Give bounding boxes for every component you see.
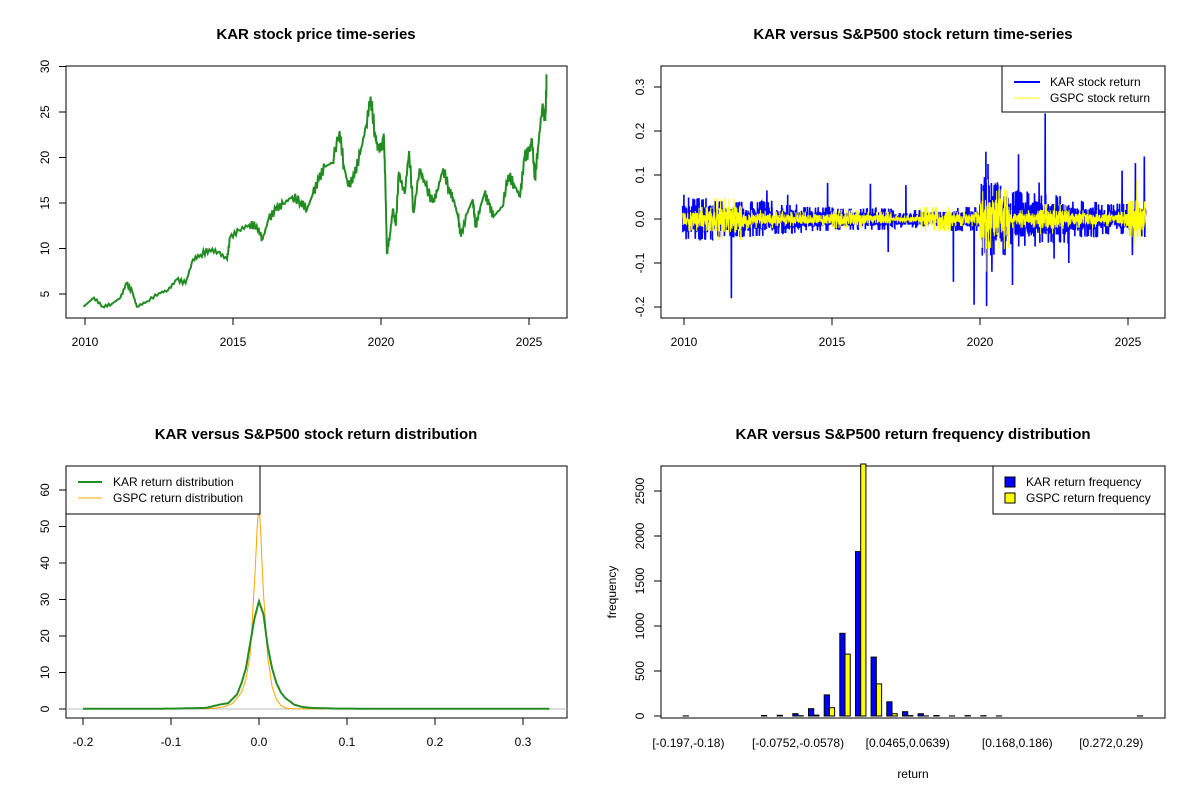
histogram-x-tick-label: [0.0465,0.0639) (866, 736, 950, 750)
returns-x-tick-label: 2015 (819, 335, 846, 349)
kar-frequency-bar (761, 715, 768, 717)
kar-frequency-bar (933, 715, 940, 717)
histogram-chart: 0 500 1000 1500 2000 2500 [-0.197,-0.18) [-0.07… (633, 463, 1166, 750)
price-series-line (82, 73, 548, 309)
price-y-tick-label: 10 (38, 242, 52, 256)
kar-frequency-bar (839, 632, 846, 717)
gspc-frequency-bar (813, 714, 820, 717)
price-y-tick-label: 15 (38, 196, 52, 210)
gspc-frequency-bar (891, 713, 898, 717)
price-y-tick-label: 25 (38, 105, 52, 119)
price-x-tick-label: 2025 (516, 335, 543, 349)
density-y-tick-label: 60 (38, 483, 52, 497)
returns-legend-box (1001, 65, 1166, 113)
histogram-x-tick-label: [0.168,0.186) (982, 736, 1053, 750)
histogram-xlabel: return (897, 767, 928, 781)
density-chart: -0.2 -0.1 0.0 0.1 0.2 0.3 0 10 20 30 40 50 60 KAR ret… (38, 465, 568, 749)
density-legend: KAR return distribution GSPC return distr… (65, 465, 261, 515)
density-y-tick-label: 50 (38, 520, 52, 534)
kar-frequency-bar (823, 694, 830, 717)
gspc-frequency-bar (860, 463, 867, 717)
density-y-tick-label: 30 (38, 593, 52, 607)
density-y-tick-label: 0 (38, 705, 52, 712)
density-x-tick-label: -0.2 (73, 735, 94, 749)
gspc-return-series-line (682, 179, 1147, 272)
price-y-tick-label: 20 (38, 151, 52, 165)
returns-chart: 2010 2015 2020 2025 -0.2 -0.1 0.0 0.1 0.2 0.3 KAR … (633, 65, 1166, 349)
returns-y-tick-label: 0.2 (633, 122, 647, 139)
histogram-legend: KAR return frequency GSPC return frequenc… (992, 465, 1166, 515)
price-y-tick-label: 30 (38, 60, 52, 74)
density-x-tick-label: 0.0 (251, 735, 268, 749)
density-y-tick-label: 10 (38, 666, 52, 680)
kar-frequency-bar (855, 551, 862, 717)
returns-y-tick-label: -0.2 (633, 296, 647, 317)
histogram-y-tick-label: 1000 (633, 612, 647, 639)
histogram-y-tick-label: 500 (633, 661, 647, 681)
legend-label: KAR return frequency (1026, 475, 1141, 489)
returns-x-tick-label: 2010 (671, 335, 698, 349)
histogram-y-tick-label: 1500 (633, 567, 647, 594)
density-y-tick-label: 40 (38, 556, 52, 570)
gspc-frequency-bar (828, 707, 836, 717)
histogram-y-tick-label: 2000 (633, 522, 647, 549)
histogram-ylabel: frequency (605, 566, 619, 619)
histogram-x-tick-label: [-0.0752,-0.0578) (752, 736, 844, 750)
histogram-y-tick-label: 2500 (633, 477, 647, 504)
legend-fill-swatch (1004, 492, 1016, 504)
histogram-x-tick-label: [-0.197,-0.18) (652, 736, 724, 750)
kar-density-line (83, 597, 550, 710)
returns-y-tick-label: 0.0 (633, 210, 647, 227)
histogram-x-tick-label: [0.272,0.29) (1079, 736, 1143, 750)
kar-frequency-bar (902, 711, 909, 717)
legend-label: KAR return distribution (113, 475, 234, 489)
density-legend-box (65, 465, 261, 515)
price-y-tick-label: 5 (38, 290, 52, 297)
price-x-tick-label: 2015 (220, 335, 247, 349)
returns-x-tick-label: 2025 (1115, 335, 1142, 349)
density-x-tick-label: -0.1 (161, 735, 182, 749)
price-x-tick-label: 2010 (72, 335, 99, 349)
density-x-tick-label: 0.1 (339, 735, 356, 749)
histogram-y-tick-label: 0 (633, 712, 647, 719)
gspc-frequency-bar (875, 683, 883, 717)
legend-label: KAR stock return (1050, 75, 1141, 89)
kar-frequency-bar (792, 713, 799, 717)
histogram-chart-title: KAR versus S&P500 return frequency distr… (735, 426, 1090, 443)
returns-legend: KAR stock return GSPC stock return (1001, 65, 1166, 113)
density-x-tick-label: 0.2 (427, 735, 444, 749)
returns-y-tick-label: 0.3 (633, 78, 647, 95)
gspc-frequency-bar (844, 653, 851, 717)
legend-label: GSPC stock return (1050, 91, 1150, 105)
histogram-legend-box (992, 465, 1166, 515)
kar-frequency-bar (776, 714, 783, 717)
price-chart-title: KAR stock price time-series (216, 26, 415, 43)
kar-frequency-bar (808, 708, 815, 717)
returns-x-tick-label: 2020 (967, 335, 994, 349)
returns-y-tick-label: -0.1 (633, 252, 647, 273)
price-x-tick-label: 2020 (368, 335, 395, 349)
kar-frequency-bar (886, 701, 893, 717)
returns-chart-title: KAR versus S&P500 stock return time-seri… (753, 26, 1072, 43)
kar-frequency-bar (917, 713, 924, 717)
density-chart-title: KAR versus S&P500 stock return distribut… (155, 426, 478, 443)
legend-label: GSPC return distribution (113, 491, 243, 505)
density-y-tick-label: 20 (38, 629, 52, 643)
density-x-tick-label: 0.3 (515, 735, 532, 749)
legend-fill-swatch (1004, 476, 1016, 488)
legend-label: GSPC return frequency (1026, 491, 1151, 505)
kar-frequency-bar (870, 656, 877, 717)
returns-y-tick-label: 0.1 (633, 166, 647, 183)
